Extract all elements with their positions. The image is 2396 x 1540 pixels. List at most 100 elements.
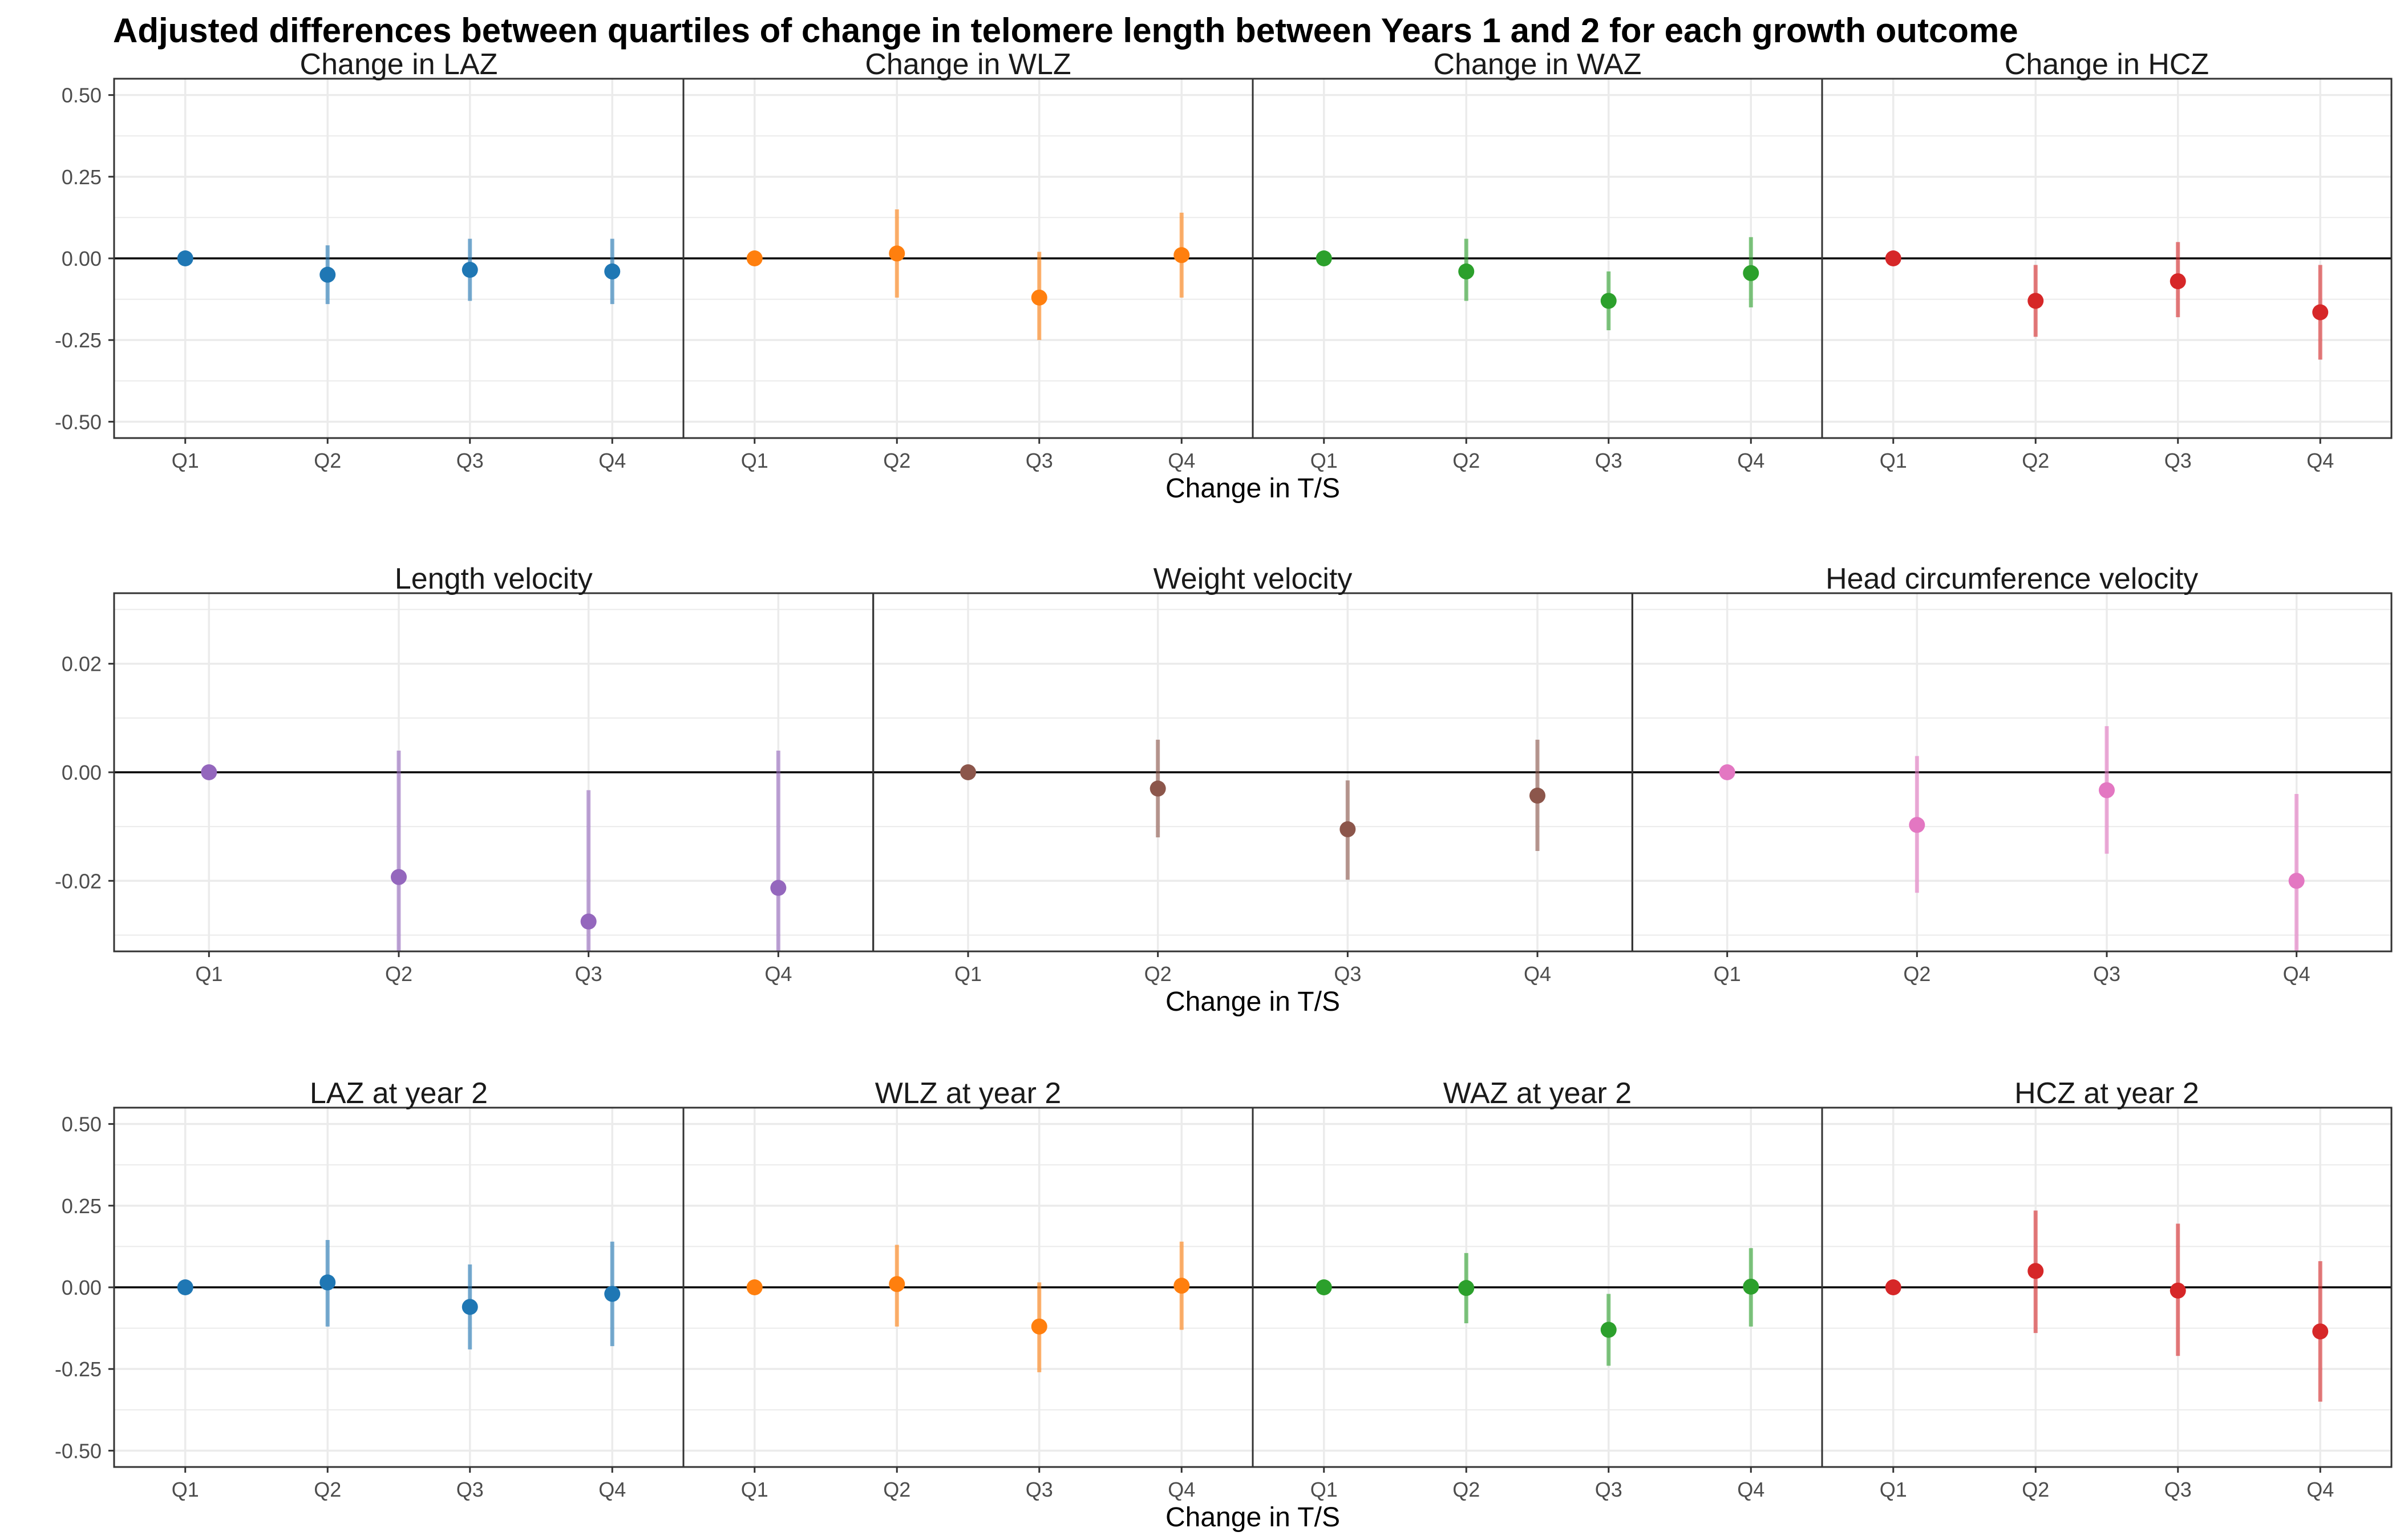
facet-panel: LAZ at year 2 Q1 Q2 Q3 Q4 <box>113 1077 685 1501</box>
x-tick-label: Q2 <box>314 1478 341 1501</box>
data-point <box>2027 293 2044 309</box>
data-point <box>1458 1280 1475 1296</box>
x-tick-label: Q3 <box>2164 1478 2192 1501</box>
y-tick-label: 0.25 <box>62 1194 102 1218</box>
data-point <box>1885 250 1901 266</box>
x-tick-label: Q1 <box>172 449 199 472</box>
facet-title: Change in WLZ <box>865 48 1071 81</box>
facet-title: Change in WAZ <box>1433 48 1641 81</box>
x-tick-label: Q3 <box>575 962 602 986</box>
x-tick-label: Q2 <box>883 449 910 472</box>
data-point <box>2027 1263 2044 1279</box>
x-tick-label: Q3 <box>1026 449 1053 472</box>
data-point <box>604 263 621 279</box>
x-tick-label: Q1 <box>1714 962 1741 986</box>
facet-panel: Length velocity Q1 Q2 Q3 Q4 <box>113 562 875 986</box>
x-tick-label: Q1 <box>1310 449 1338 472</box>
x-tick-label: Q2 <box>385 962 412 986</box>
data-point <box>580 913 597 930</box>
data-point <box>1600 1322 1617 1338</box>
x-tick-label: Q3 <box>1026 1478 1053 1501</box>
facet-title: Weight velocity <box>1154 562 1353 595</box>
x-tick-label: Q3 <box>2093 962 2120 986</box>
y-tick-label: 0.50 <box>62 84 102 107</box>
x-tick-label: Q3 <box>456 1478 484 1501</box>
x-tick-label: Q4 <box>2283 962 2310 986</box>
y-tick-label: -0.25 <box>55 1357 102 1381</box>
facet-panel: WAZ at year 2 Q1 Q2 Q3 Q4 <box>1252 1077 1823 1501</box>
x-tick-label: Q1 <box>1310 1478 1338 1501</box>
facet-panel: Change in WAZ Q1 Q2 Q3 Q4 <box>1252 48 1823 472</box>
data-point <box>1909 817 1925 833</box>
y-tick-label: 0.00 <box>62 761 102 784</box>
data-point <box>746 1279 763 1295</box>
y-tick-label: -0.50 <box>55 410 102 433</box>
chart-row-1: -0.50 -0.25 0.00 0.25 0.50 Change in LAZ Q1 Q2 Q… <box>55 48 2393 504</box>
data-point <box>1150 780 1166 797</box>
data-point <box>1316 1279 1332 1295</box>
data-point <box>1316 250 1332 266</box>
data-point <box>604 1286 621 1302</box>
data-point <box>2170 273 2186 290</box>
data-point <box>1885 1279 1901 1295</box>
x-tick-label: Q2 <box>2022 1478 2049 1501</box>
facet-panel: Change in HCZ Q1 Q2 Q3 Q4 <box>1821 48 2393 472</box>
x-tick-label: Q4 <box>764 962 792 986</box>
x-tick-label: Q2 <box>1452 1478 1480 1501</box>
x-tick-label: Q4 <box>2306 1478 2334 1501</box>
facet-title: HCZ at year 2 <box>2014 1077 2199 1110</box>
data-point <box>2288 873 2305 889</box>
data-point <box>319 266 336 283</box>
facet-panel: Weight velocity Q1 Q2 Q3 Q4 <box>872 562 1633 986</box>
y-tick-label: 0.02 <box>62 653 102 676</box>
data-point <box>2312 304 2329 321</box>
x-tick-label: Q1 <box>195 962 222 986</box>
x-tick-label: Q4 <box>598 449 626 472</box>
data-point <box>1173 247 1190 264</box>
y-tick-label: 0.00 <box>62 247 102 270</box>
data-point <box>746 250 763 266</box>
facet-title: WAZ at year 2 <box>1443 1077 1632 1110</box>
facet-title: WLZ at year 2 <box>875 1077 1062 1110</box>
x-tick-label: Q2 <box>1903 962 1930 986</box>
data-point <box>1458 263 1475 279</box>
data-point <box>1600 293 1617 309</box>
y-tick-label: 0.50 <box>62 1113 102 1136</box>
x-axis-title: Change in T/S <box>1165 987 1340 1017</box>
data-point <box>1031 289 1047 306</box>
data-point <box>889 1276 905 1292</box>
facet-title: Change in HCZ <box>2005 48 2209 81</box>
y-tick-label: -0.50 <box>55 1439 102 1462</box>
x-tick-label: Q2 <box>1452 449 1480 472</box>
figure-title: Adjusted differences between quartiles o… <box>113 11 2018 50</box>
panel-border <box>1821 78 2393 439</box>
data-point <box>391 869 407 885</box>
data-point <box>177 1279 193 1295</box>
y-tick-label: 0.00 <box>62 1276 102 1299</box>
y-tick-label: 0.25 <box>62 165 102 189</box>
data-point <box>462 1299 478 1315</box>
x-tick-label: Q4 <box>1524 962 1551 986</box>
x-tick-label: Q4 <box>1168 1478 1195 1501</box>
data-point <box>1743 265 1759 281</box>
panel-border <box>1631 592 2393 953</box>
x-tick-label: Q2 <box>883 1478 910 1501</box>
chart-row-3: -0.50 -0.25 0.00 0.25 0.50 LAZ at year 2 Q1 Q2 Q… <box>55 1077 2393 1533</box>
x-axis-title: Change in T/S <box>1165 473 1340 504</box>
data-point <box>2170 1282 2186 1299</box>
data-point <box>1719 764 1735 780</box>
data-point <box>770 880 787 896</box>
x-tick-label: Q2 <box>1144 962 1172 986</box>
data-point <box>1031 1318 1047 1335</box>
x-tick-label: Q2 <box>2022 449 2049 472</box>
x-tick-label: Q3 <box>456 449 484 472</box>
x-tick-label: Q1 <box>1880 1478 1907 1501</box>
data-point <box>1529 787 1545 804</box>
y-tick-label: -0.02 <box>55 869 102 893</box>
facet-panel: WLZ at year 2 Q1 Q2 Q3 Q4 <box>682 1077 1254 1501</box>
facet-title: LAZ at year 2 <box>310 1077 488 1110</box>
x-tick-label: Q4 <box>1168 449 1195 472</box>
y-tick-label: -0.25 <box>55 329 102 352</box>
